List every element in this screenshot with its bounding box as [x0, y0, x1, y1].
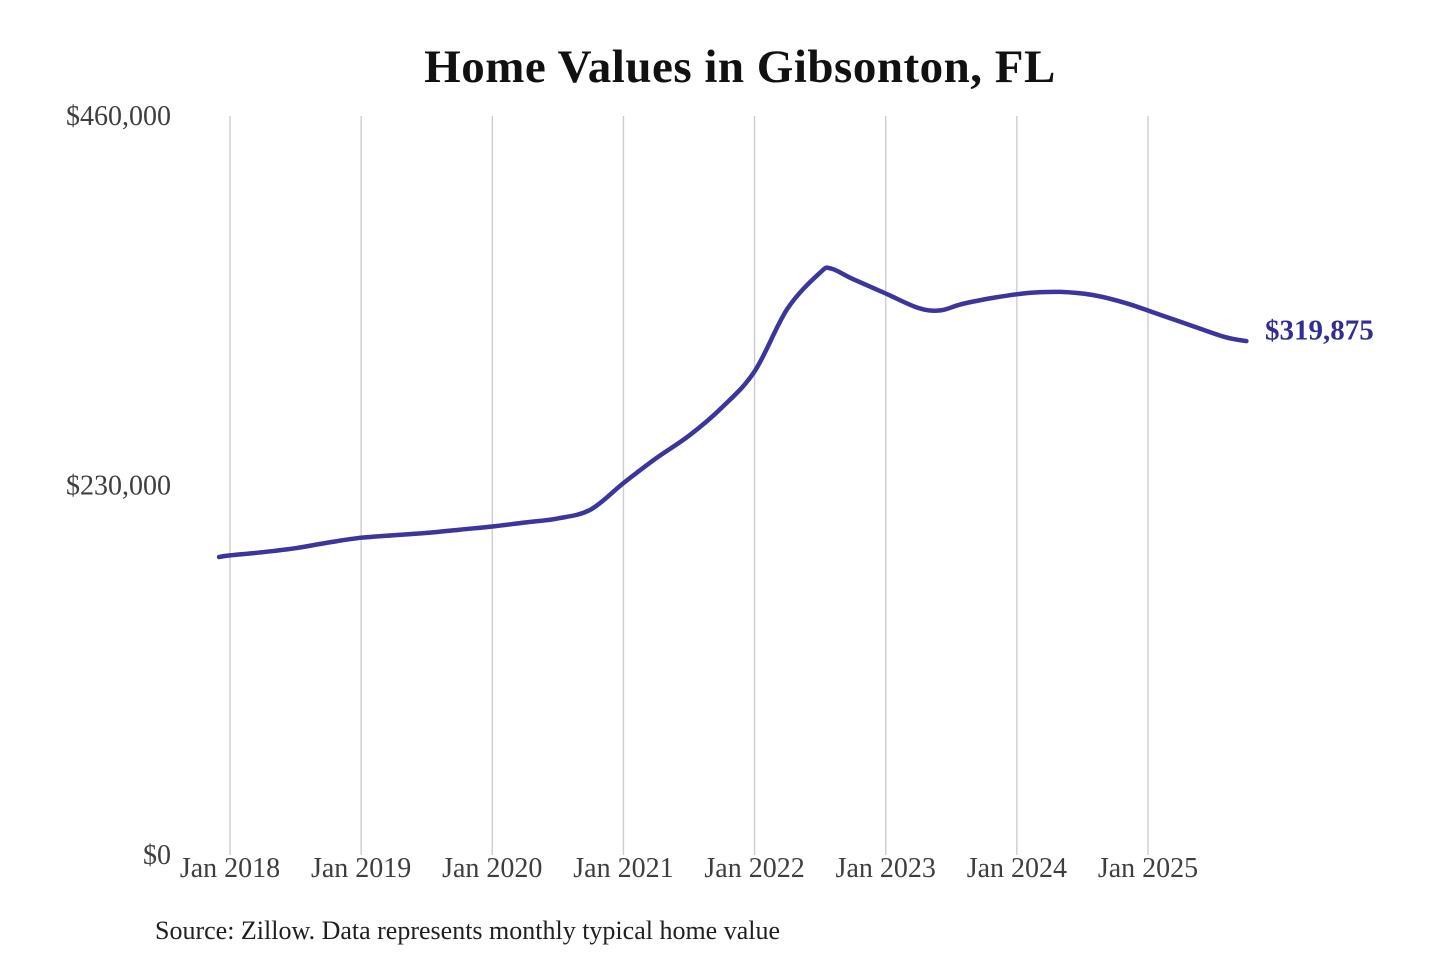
y-axis-tick-label: $230,000 — [66, 471, 171, 502]
gridlines — [229, 116, 1149, 855]
x-axis-tick-label: Jan 2024 — [967, 853, 1067, 884]
x-axis-tick-label: Jan 2022 — [704, 853, 804, 884]
latest-value-label: $319,875 — [1265, 314, 1374, 347]
x-axis-tick-label: Jan 2020 — [442, 853, 542, 884]
x-axis-tick-label: Jan 2023 — [836, 853, 936, 884]
x-axis-tick-label: Jan 2021 — [573, 853, 673, 884]
x-axis-tick-label: Jan 2025 — [1098, 853, 1198, 884]
x-axis-labels: Jan 2018 Jan 2019 Jan 2020 Jan 2021 Jan 2022… — [180, 853, 1198, 884]
y-axis-labels: $460,000 $230,000 $0 — [66, 101, 171, 871]
home-value-series-line — [216, 265, 1249, 560]
chart-title: Home Values in Gibsonton, FL — [424, 41, 1056, 93]
x-axis-tick-label: Jan 2019 — [311, 853, 411, 884]
x-axis-tick-label: Jan 2018 — [180, 853, 280, 884]
y-axis-tick-label: $460,000 — [66, 101, 171, 132]
source-note: Source: Zillow. Data represents monthly … — [155, 916, 781, 945]
y-axis-tick-label: $0 — [143, 840, 171, 871]
